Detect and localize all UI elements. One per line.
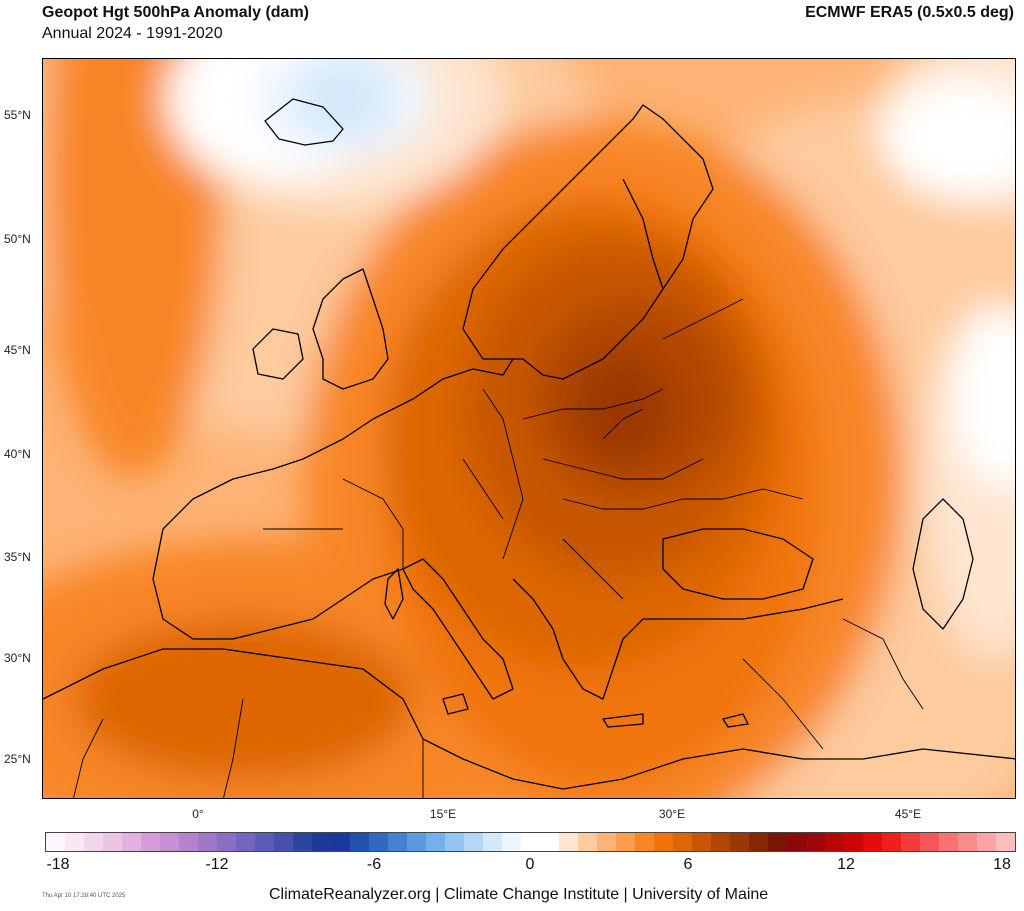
colorbar-swatch bbox=[939, 833, 958, 851]
lat-label-55n: 55°N bbox=[4, 108, 31, 122]
map-title: Geopot Hgt 500hPa Anomaly (dam) bbox=[42, 4, 309, 21]
map-canvas bbox=[43, 59, 1015, 798]
colorbar bbox=[45, 832, 1016, 852]
lat-label-35n: 35°N bbox=[4, 550, 31, 564]
colorbar-swatch bbox=[958, 833, 977, 851]
colorbar-swatch bbox=[692, 833, 711, 851]
colorbar-swatch bbox=[388, 833, 407, 851]
country-borders bbox=[73, 298, 924, 798]
colorbar-swatch bbox=[293, 833, 312, 851]
lat-label-45n: 45°N bbox=[4, 343, 31, 357]
colorbar-swatch bbox=[407, 833, 426, 851]
colorbar-swatch bbox=[65, 833, 84, 851]
lat-label-25n: 25°N bbox=[4, 752, 31, 766]
colorbar-swatch bbox=[274, 833, 293, 851]
anomaly-map bbox=[42, 58, 1016, 799]
colorbar-swatch bbox=[806, 833, 825, 851]
colorbar-swatch bbox=[483, 833, 502, 851]
colorbar-swatch bbox=[141, 833, 160, 851]
colorbar-swatch bbox=[749, 833, 768, 851]
colorbar-swatch bbox=[996, 833, 1015, 851]
lon-label-45e: 45°E bbox=[894, 807, 922, 821]
colorbar-swatch bbox=[540, 833, 559, 851]
colorbar-swatch bbox=[654, 833, 673, 851]
colorbar-swatch bbox=[217, 833, 236, 851]
colorbar-swatch bbox=[84, 833, 103, 851]
colorbar-swatch bbox=[578, 833, 597, 851]
colorbar-swatch bbox=[426, 833, 445, 851]
colorbar-swatch bbox=[236, 833, 255, 851]
lat-label-50n: 50°N bbox=[4, 232, 31, 246]
colorbar-swatch bbox=[464, 833, 483, 851]
colorbar-swatch bbox=[635, 833, 654, 851]
colorbar-swatch bbox=[122, 833, 141, 851]
colorbar-swatch bbox=[521, 833, 540, 851]
colorbar-tick: -12 bbox=[205, 856, 229, 873]
colorbar-tick: -6 bbox=[366, 856, 382, 873]
colorbar-swatch bbox=[863, 833, 882, 851]
colorbar-swatch bbox=[787, 833, 806, 851]
colorbar-tick: 0 bbox=[525, 856, 535, 873]
colorbar-tick: 6 bbox=[683, 856, 693, 873]
colorbar-swatch bbox=[844, 833, 863, 851]
colorbar-swatch bbox=[977, 833, 996, 851]
lon-label-30e: 30°E bbox=[658, 807, 686, 821]
colorbar-tick: -18 bbox=[46, 856, 70, 873]
colorbar-swatch bbox=[103, 833, 122, 851]
colorbar-swatch bbox=[312, 833, 331, 851]
colorbar-swatch bbox=[350, 833, 369, 851]
coastlines bbox=[43, 98, 1015, 790]
colorbar-swatch bbox=[616, 833, 635, 851]
lat-label-40n: 40°N bbox=[4, 447, 31, 461]
colorbar-swatch bbox=[445, 833, 464, 851]
colorbar-swatch bbox=[597, 833, 616, 851]
colorbar-swatch bbox=[825, 833, 844, 851]
colorbar-swatch bbox=[255, 833, 274, 851]
colorbar-swatch bbox=[730, 833, 749, 851]
colorbar-swatch bbox=[369, 833, 388, 851]
colorbar-swatch bbox=[46, 833, 65, 851]
colorbar-swatch bbox=[179, 833, 198, 851]
colorbar-swatch bbox=[882, 833, 901, 851]
data-source-label: ECMWF ERA5 (0.5x0.5 deg) bbox=[805, 4, 1014, 21]
colorbar-swatch bbox=[711, 833, 730, 851]
lat-label-30n: 30°N bbox=[4, 651, 31, 665]
colorbar-swatch bbox=[160, 833, 179, 851]
anomaly-field bbox=[43, 59, 1015, 798]
colorbar-swatch bbox=[768, 833, 787, 851]
colorbar-tick: 18 bbox=[993, 856, 1011, 873]
render-timestamp: Thu Apr 10 17:28:40 UTC 2025 bbox=[42, 893, 126, 899]
credit-footer: ClimateReanalyzer.org | Climate Change I… bbox=[269, 886, 769, 903]
lon-label-0: 0° bbox=[192, 807, 204, 821]
map-subtitle: Annual 2024 - 1991-2020 bbox=[42, 25, 223, 42]
colorbar-swatch bbox=[920, 833, 939, 851]
colorbar-swatch bbox=[502, 833, 521, 851]
colorbar-swatch bbox=[559, 833, 578, 851]
colorbar-tick: 12 bbox=[837, 856, 855, 873]
lon-label-15e: 15°E bbox=[429, 807, 457, 821]
colorbar-swatch bbox=[901, 833, 920, 851]
colorbar-swatch bbox=[331, 833, 350, 851]
colorbar-swatch bbox=[673, 833, 692, 851]
colorbar-swatch bbox=[198, 833, 217, 851]
